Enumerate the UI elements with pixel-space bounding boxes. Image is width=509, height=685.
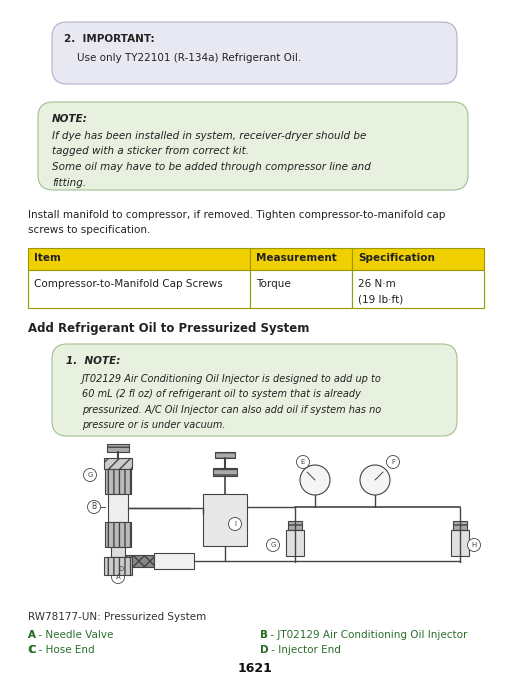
Text: B: B <box>260 630 267 640</box>
Text: D: D <box>118 566 123 572</box>
Text: H: H <box>470 542 476 548</box>
Circle shape <box>228 517 241 530</box>
Bar <box>28 270 249 308</box>
Text: 2.  IMPORTANT:: 2. IMPORTANT: <box>64 34 154 44</box>
Circle shape <box>359 465 389 495</box>
Text: fitting.: fitting. <box>52 177 86 188</box>
Bar <box>288 521 301 530</box>
Bar <box>110 557 126 565</box>
Text: Some oil may have to be added through compressor line and: Some oil may have to be added through co… <box>52 162 370 172</box>
Text: B: B <box>91 503 96 512</box>
FancyBboxPatch shape <box>38 102 467 190</box>
Text: F: F <box>390 459 394 465</box>
Text: Item: Item <box>34 253 61 263</box>
Circle shape <box>88 501 100 514</box>
Text: 1.  NOTE:: 1. NOTE: <box>66 356 120 366</box>
Bar <box>215 452 235 458</box>
Text: 1621: 1621 <box>237 662 272 675</box>
Bar <box>104 458 132 469</box>
Bar <box>203 494 246 546</box>
Circle shape <box>296 456 309 469</box>
Text: E: E <box>300 459 304 465</box>
Text: B - JT02129 Air Conditioning Oil Injector: B - JT02129 Air Conditioning Oil Injecto… <box>260 630 466 640</box>
Bar <box>104 557 132 575</box>
Text: I: I <box>234 521 236 527</box>
Bar <box>450 530 468 556</box>
Circle shape <box>386 456 399 469</box>
Text: G: G <box>270 542 275 548</box>
Text: JT02129 Air Conditioning Oil Injector is designed to add up to: JT02129 Air Conditioning Oil Injector is… <box>82 374 381 384</box>
Text: Specification: Specification <box>357 253 434 263</box>
Bar <box>28 248 249 270</box>
Circle shape <box>111 571 124 584</box>
Text: G: G <box>87 472 93 478</box>
Text: C - Hose End: C - Hose End <box>28 645 95 655</box>
FancyBboxPatch shape <box>52 344 456 436</box>
Text: RW78177-UN: Pressurized System: RW78177-UN: Pressurized System <box>28 612 206 622</box>
Bar <box>286 530 303 556</box>
Text: tagged with a sticker from correct kit.: tagged with a sticker from correct kit. <box>52 147 248 156</box>
Circle shape <box>115 562 127 575</box>
Bar <box>213 468 237 476</box>
Bar <box>111 547 125 557</box>
FancyBboxPatch shape <box>52 22 456 84</box>
Text: D: D <box>260 645 268 655</box>
Bar <box>105 522 131 547</box>
Text: pressure or is under vacuum.: pressure or is under vacuum. <box>82 421 225 430</box>
Text: Measurement: Measurement <box>256 253 336 263</box>
Text: C: C <box>28 645 36 655</box>
Text: If dye has been installed in system, receiver-dryer should be: If dye has been installed in system, rec… <box>52 131 365 141</box>
Text: (19 lb·ft): (19 lb·ft) <box>357 295 403 305</box>
Bar <box>126 555 154 567</box>
Text: D - Injector End: D - Injector End <box>260 645 340 655</box>
Text: A: A <box>28 630 36 640</box>
Text: A: A <box>116 574 120 580</box>
Text: 26 N·m: 26 N·m <box>357 279 395 289</box>
Circle shape <box>83 469 96 482</box>
Text: Install manifold to compressor, if removed. Tighten compressor-to-manifold cap: Install manifold to compressor, if remov… <box>28 210 444 220</box>
Bar <box>108 494 128 522</box>
Text: Add Refrigerant Oil to Pressurized System: Add Refrigerant Oil to Pressurized Syste… <box>28 322 309 335</box>
Circle shape <box>467 538 479 551</box>
Text: A - Needle Valve: A - Needle Valve <box>28 630 113 640</box>
Circle shape <box>299 465 329 495</box>
Bar <box>351 270 483 308</box>
Bar <box>249 248 351 270</box>
Bar <box>107 444 129 452</box>
Bar <box>154 553 193 569</box>
Circle shape <box>266 538 279 551</box>
Text: Torque: Torque <box>256 279 290 289</box>
Text: NOTE:: NOTE: <box>52 114 88 124</box>
Text: 60 mL (2 fl oz) of refrigerant oil to system that is already: 60 mL (2 fl oz) of refrigerant oil to sy… <box>82 390 360 399</box>
Bar <box>105 469 131 494</box>
Bar <box>351 248 483 270</box>
Text: screws to specification.: screws to specification. <box>28 225 150 236</box>
Bar <box>452 521 466 530</box>
Text: Use only TY22101 (R-134a) Refrigerant Oil.: Use only TY22101 (R-134a) Refrigerant Oi… <box>64 53 301 63</box>
Bar <box>249 270 351 308</box>
Text: Compressor-to-Manifold Cap Screws: Compressor-to-Manifold Cap Screws <box>34 279 222 289</box>
Text: pressurized. A/C Oil Injector can also add oil if system has no: pressurized. A/C Oil Injector can also a… <box>82 405 381 415</box>
